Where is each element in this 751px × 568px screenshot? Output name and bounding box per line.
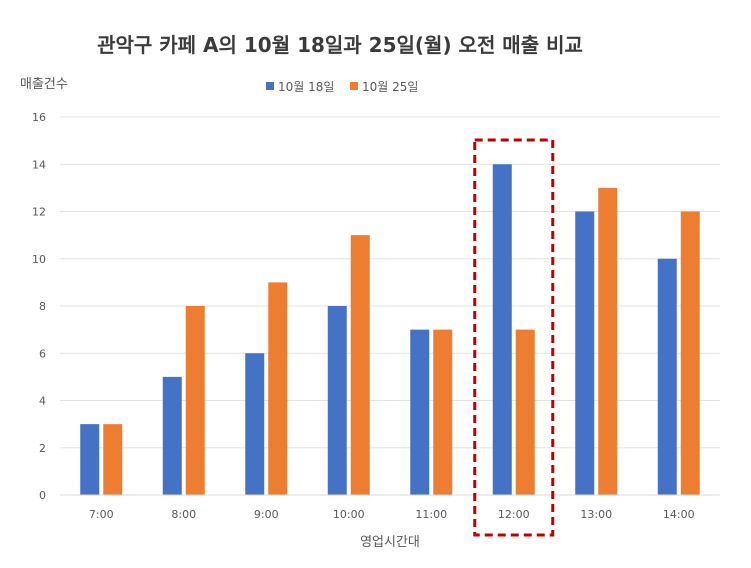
x-axis-label: 영업시간대 — [360, 535, 420, 550]
bar-series-2 — [185, 306, 205, 495]
y-axis-ticks: 0 2 4 6 8 10 12 14 16 — [32, 111, 46, 502]
x-tick-label: 13:00 — [580, 508, 612, 521]
x-tick-label: 9:00 — [254, 508, 279, 521]
y-axis-label: 매출건수 — [20, 77, 68, 92]
bar-series-2 — [103, 424, 123, 495]
bar-series-1 — [575, 211, 595, 495]
y-tick-label: 8 — [39, 300, 46, 313]
x-tick-label: 12:00 — [498, 508, 530, 521]
bar-series-2 — [598, 187, 618, 495]
bar-series-2 — [433, 329, 453, 495]
bar-series-2 — [515, 329, 535, 495]
legend-swatch-series-2 — [350, 82, 358, 90]
y-tick-label: 10 — [32, 253, 46, 266]
x-tick-label: 10:00 — [333, 508, 365, 521]
bars — [80, 164, 700, 495]
x-axis-ticks: 7:00 8:00 9:00 10:00 11:00 12:00 13:00 14:00 — [89, 508, 695, 521]
bar-series-1 — [162, 376, 182, 495]
bar-series-2 — [268, 282, 288, 495]
legend-label-series-2: 10월 25일 — [362, 80, 418, 94]
legend-swatch-series-1 — [266, 82, 274, 90]
y-tick-label: 14 — [32, 158, 46, 171]
x-tick-label: 14:00 — [663, 508, 695, 521]
y-tick-label: 12 — [32, 206, 46, 219]
x-tick-label: 8:00 — [171, 508, 196, 521]
y-tick-label: 6 — [39, 347, 46, 360]
bar-series-1 — [245, 353, 265, 495]
y-tick-label: 0 — [39, 489, 46, 502]
bar-series-1 — [657, 258, 677, 495]
legend-label-series-1: 10월 18일 — [278, 80, 334, 94]
bar-series-1 — [410, 329, 430, 495]
bar-series-2 — [680, 211, 700, 495]
y-tick-label: 2 — [39, 442, 46, 455]
x-tick-label: 11:00 — [415, 508, 447, 521]
bar-series-1 — [492, 164, 512, 495]
bar-series-1 — [327, 306, 347, 495]
legend: 10월 18일 10월 25일 — [266, 80, 418, 94]
bar-series-2 — [350, 235, 370, 495]
x-tick-label: 7:00 — [89, 508, 114, 521]
y-tick-label: 16 — [32, 111, 46, 124]
bar-series-1 — [80, 424, 100, 495]
highlight-box — [473, 138, 555, 537]
chart-title: 관악구 카페 A의 10월 18일과 25일(월) 오전 매출 비교 — [97, 33, 583, 57]
y-tick-label: 4 — [39, 395, 46, 408]
